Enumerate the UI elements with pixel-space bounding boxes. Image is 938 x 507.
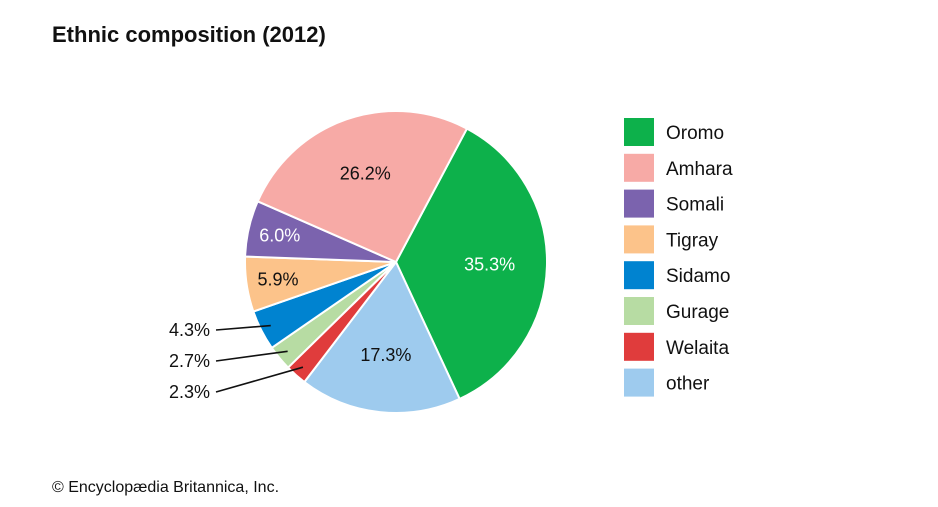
legend-label-tigray: Tigray <box>666 230 719 251</box>
legend-swatch-tigray <box>624 225 654 254</box>
legend: Oromo Amhara Somali Tigray Sidamo Gurage Welai… <box>624 118 733 397</box>
slice-label-somali: 6.0% <box>259 225 300 245</box>
pie-slice-oromo <box>394 127 548 401</box>
slice-label-welaita: 2.3% <box>169 382 210 402</box>
legend-label-somali: Somali <box>666 195 724 216</box>
slice-label-amhara: 26.2% <box>340 164 391 184</box>
chart-title: Ethnic composition (2012) <box>52 22 326 47</box>
legend-swatch-other <box>624 368 654 397</box>
legend-label-gurage: Gurage <box>666 302 729 323</box>
slice-label-gurage: 2.7% <box>169 351 210 371</box>
legend-label-sidamo: Sidamo <box>666 266 730 287</box>
slice-label-sidamo: 4.3% <box>169 320 210 340</box>
pie-slice-amhara <box>256 110 469 264</box>
legend-label-other: other <box>666 374 710 395</box>
legend-swatch-welaita <box>624 332 654 361</box>
slice-label-tigray: 5.9% <box>258 270 299 290</box>
legend-swatch-oromo <box>624 118 654 146</box>
callout-line-gurage <box>215 350 288 362</box>
callout-line-sidamo <box>215 324 271 331</box>
slice-label-oromo: 35.3% <box>464 255 515 275</box>
legend-swatch-somali <box>624 189 654 218</box>
legend-label-welaita: Welaita <box>666 338 729 359</box>
slice-labels: 35.3% 17.3% 2.3% 2.7% 4.3% 5.9% 6.0% 26.2% <box>169 164 515 402</box>
pie-slices <box>244 110 548 414</box>
legend-label-amhara: Amhara <box>666 159 733 180</box>
callout-line-welaita <box>215 366 304 393</box>
pie-slice-other <box>302 260 461 414</box>
slice-label-other: 17.3% <box>360 345 411 365</box>
legend-swatch-amhara <box>624 153 654 182</box>
legend-swatch-gurage <box>624 297 654 325</box>
legend-swatch-sidamo <box>624 261 654 290</box>
legend-label-oromo: Oromo <box>666 123 724 144</box>
copyright-credit: © Encyclopædia Britannica, Inc. <box>52 479 280 496</box>
